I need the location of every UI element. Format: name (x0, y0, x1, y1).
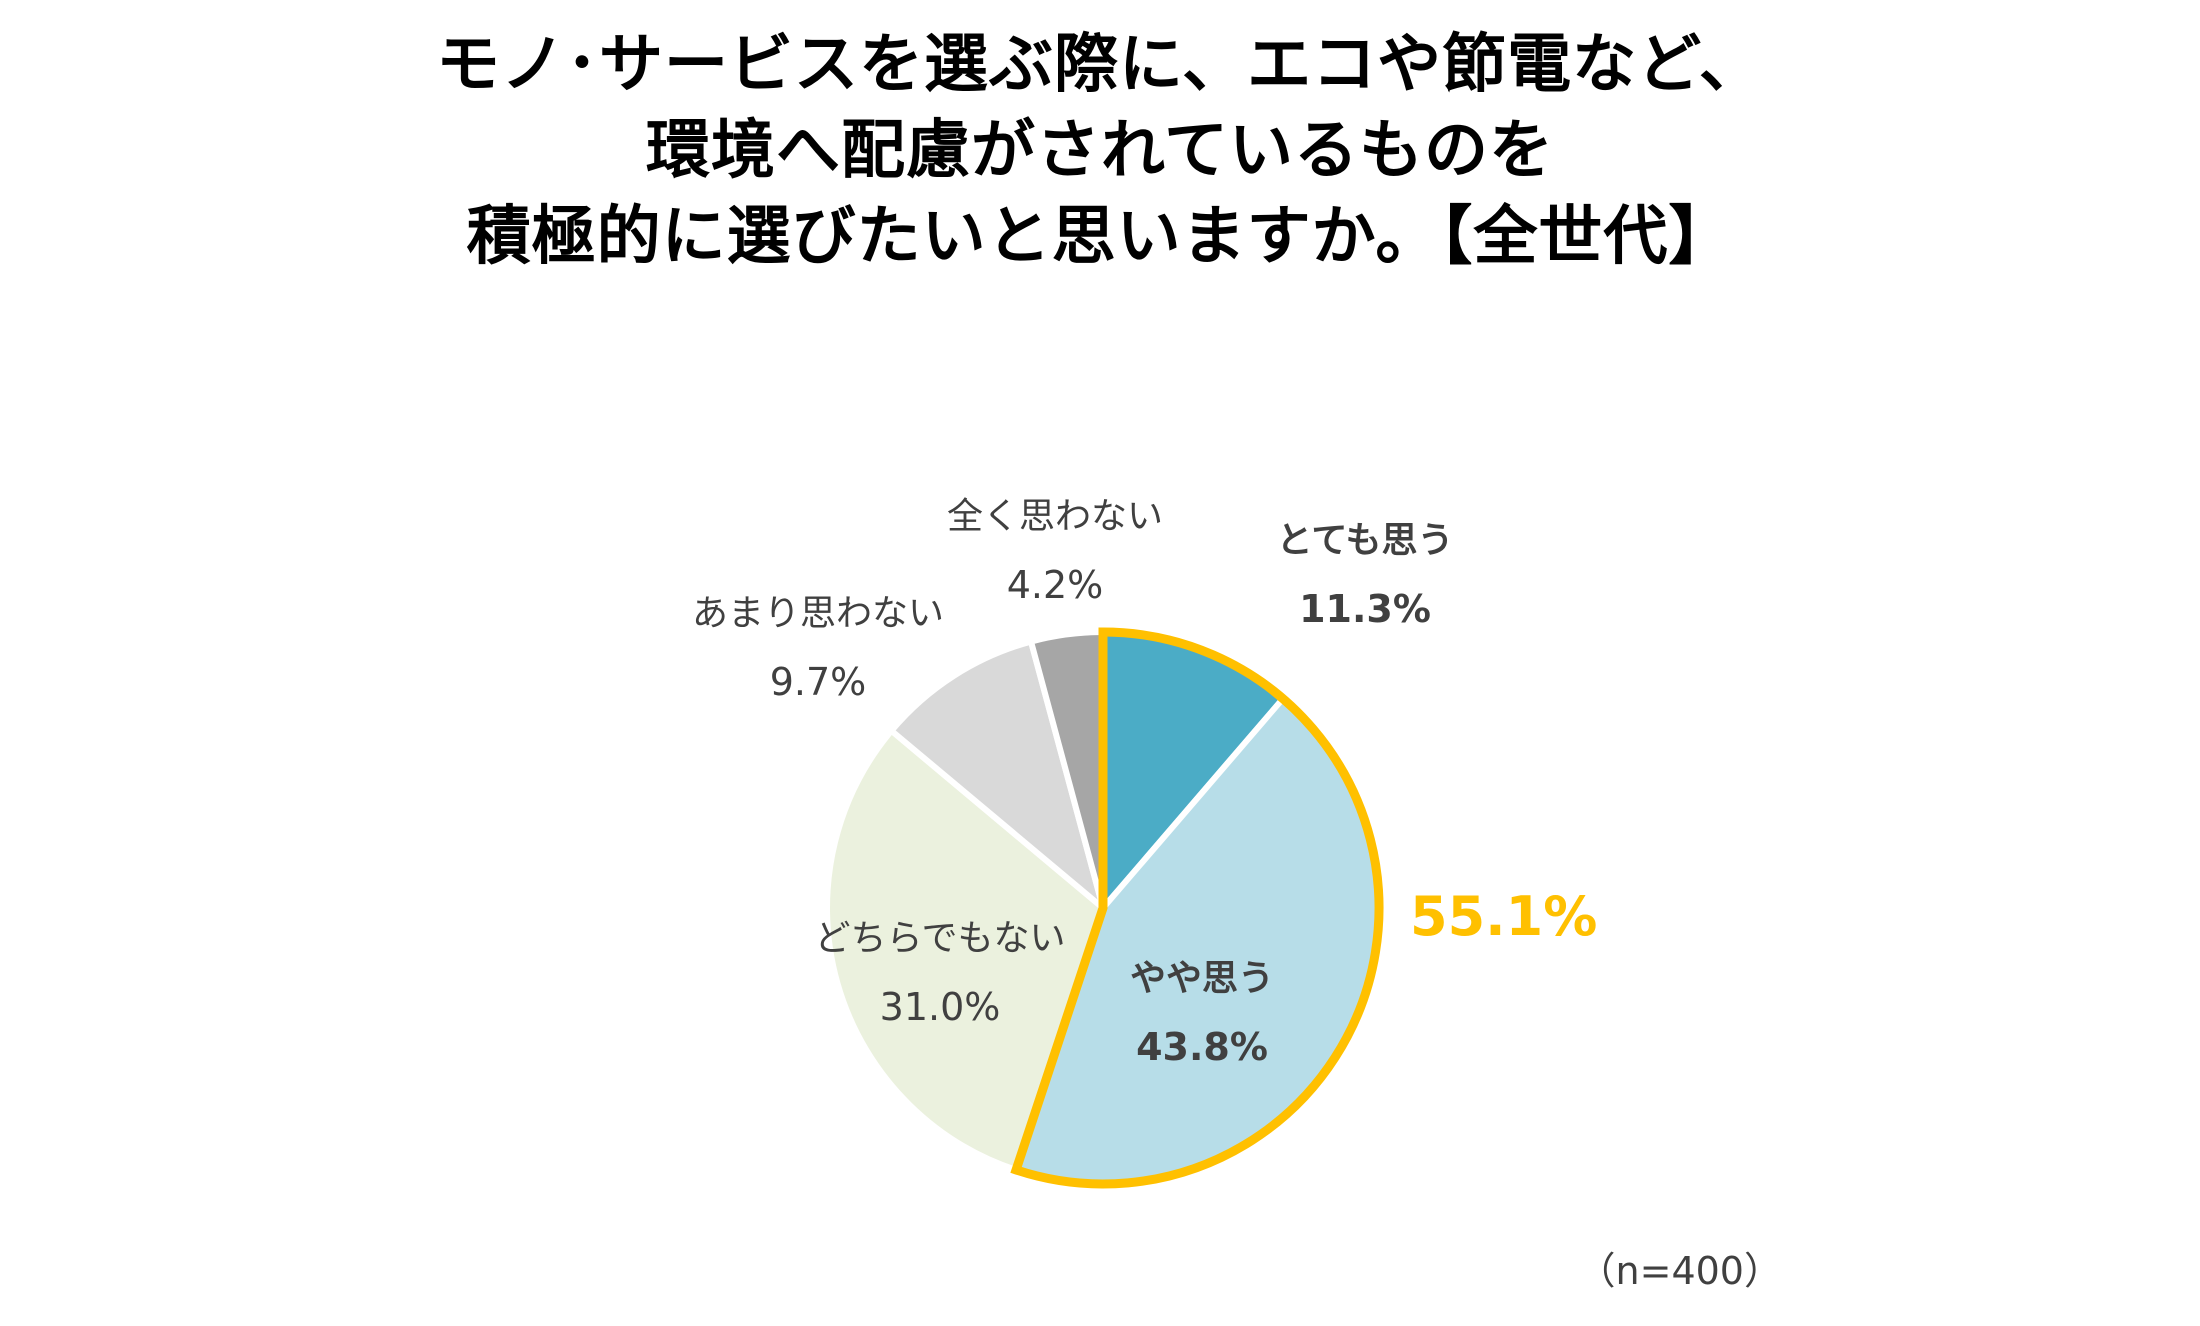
highlight-total-label: 55.1% (1410, 885, 1597, 948)
chart-title: モノ･サービスを選ぶ際に、エコや節電など、 環境へ配慮がされているものを 積極的… (0, 22, 2200, 280)
chart-title-line-3: 積極的に選びたいと思いますか。【全世代】 (466, 200, 1734, 274)
slice-value-5: 4.2% (1007, 563, 1104, 607)
pie-slice-3 (824, 727, 1106, 1173)
chart-title-line-1: モノ･サービスを選ぶ際に、エコや節電など、 (436, 28, 1764, 102)
slice-label-2: やや思う (1130, 958, 1274, 999)
slice-value-2: 43.8% (1136, 1025, 1268, 1069)
slice-value-3: 31.0% (880, 985, 1001, 1029)
slice-label-1: とても思う (1276, 520, 1453, 561)
pie-slice-4 (888, 638, 1106, 911)
pie-labels: とても思う 11.3% やや思う 43.8% どちらでもない 31.0% あまり思わない 9.… (692, 496, 1454, 1069)
highlight-outline (1010, 627, 1384, 1189)
slice-value-4: 9.7% (770, 660, 867, 704)
slice-label-5: 全く思わない (947, 496, 1163, 537)
slice-label-3: どちらでもない (815, 918, 1066, 959)
sample-size-note: （n=400） (1577, 1249, 1782, 1293)
chart-title-line-2: 環境へ配慮がされているものを (645, 114, 1555, 188)
slice-value-1: 11.3% (1299, 587, 1431, 631)
slice-label-4: あまり思わない (692, 593, 944, 634)
